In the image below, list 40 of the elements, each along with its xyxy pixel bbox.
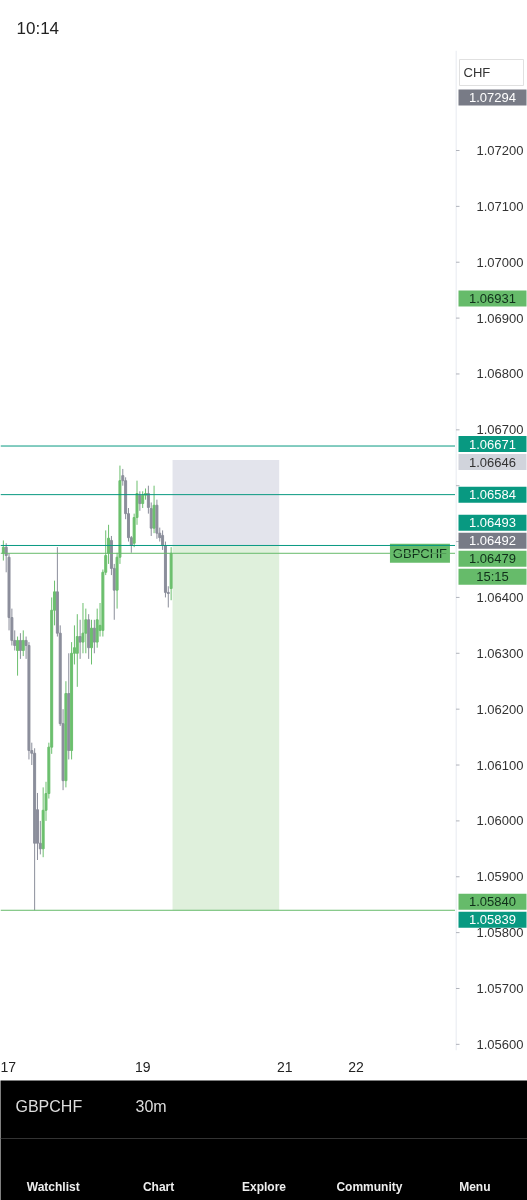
ref-line-label: 1.05840: [469, 894, 516, 910]
text: Chart: [142, 1179, 175, 1194]
x-tick-label: 19: [134, 1058, 151, 1075]
text: 1.06492: [469, 533, 516, 549]
text: 1.07294: [469, 90, 516, 105]
text: 15:15: [476, 569, 509, 585]
text: Explore: [241, 1179, 287, 1194]
text: CHF: [463, 65, 491, 80]
text: Watchlist: [26, 1179, 80, 1194]
y-tick-label: 1.05600: [476, 1036, 524, 1052]
ref-line-label: 1.06479: [469, 551, 516, 567]
x-tick-label: 22: [348, 1058, 364, 1075]
text: 1.06646: [469, 454, 516, 470]
text: GBPCHF: [15, 1098, 83, 1115]
y-tick-label: 1.07000: [476, 254, 524, 270]
text: 10:14: [16, 19, 60, 38]
text: Menu: [459, 1179, 491, 1194]
y-tick-label: 1.06900: [476, 310, 524, 326]
y-tick-label: 1.06200: [476, 701, 524, 717]
x-tick-label: 17: [0, 1058, 17, 1075]
text: 1.05839: [469, 912, 516, 928]
y-tick-label: 1.06300: [476, 645, 524, 661]
ref-line-label: 1.06671: [469, 436, 516, 452]
y-tick-label: 1.05700: [476, 980, 524, 996]
ref-line-label: 1.06584: [469, 487, 516, 503]
y-tick-label: 1.06000: [476, 813, 524, 829]
x-tick-label: 21: [277, 1058, 293, 1075]
y-tick-label: 1.06100: [476, 757, 524, 773]
annotation: GBPCHF: [392, 545, 448, 561]
y-tick-label: 1.06800: [476, 366, 524, 382]
y-tick-label: 1.07200: [476, 143, 524, 158]
text: 1.06931: [469, 291, 516, 306]
y-tick-label: 1.06700: [476, 422, 524, 438]
ref-line-label: 1.06493: [469, 515, 516, 531]
text: 30m: [135, 1098, 167, 1115]
text: Community: [336, 1179, 403, 1194]
y-tick-label: 1.05800: [476, 925, 524, 941]
y-tick-label: 1.05900: [476, 869, 524, 885]
y-tick-label: 1.06400: [476, 589, 524, 605]
y-tick-label: 1.07100: [476, 198, 524, 214]
